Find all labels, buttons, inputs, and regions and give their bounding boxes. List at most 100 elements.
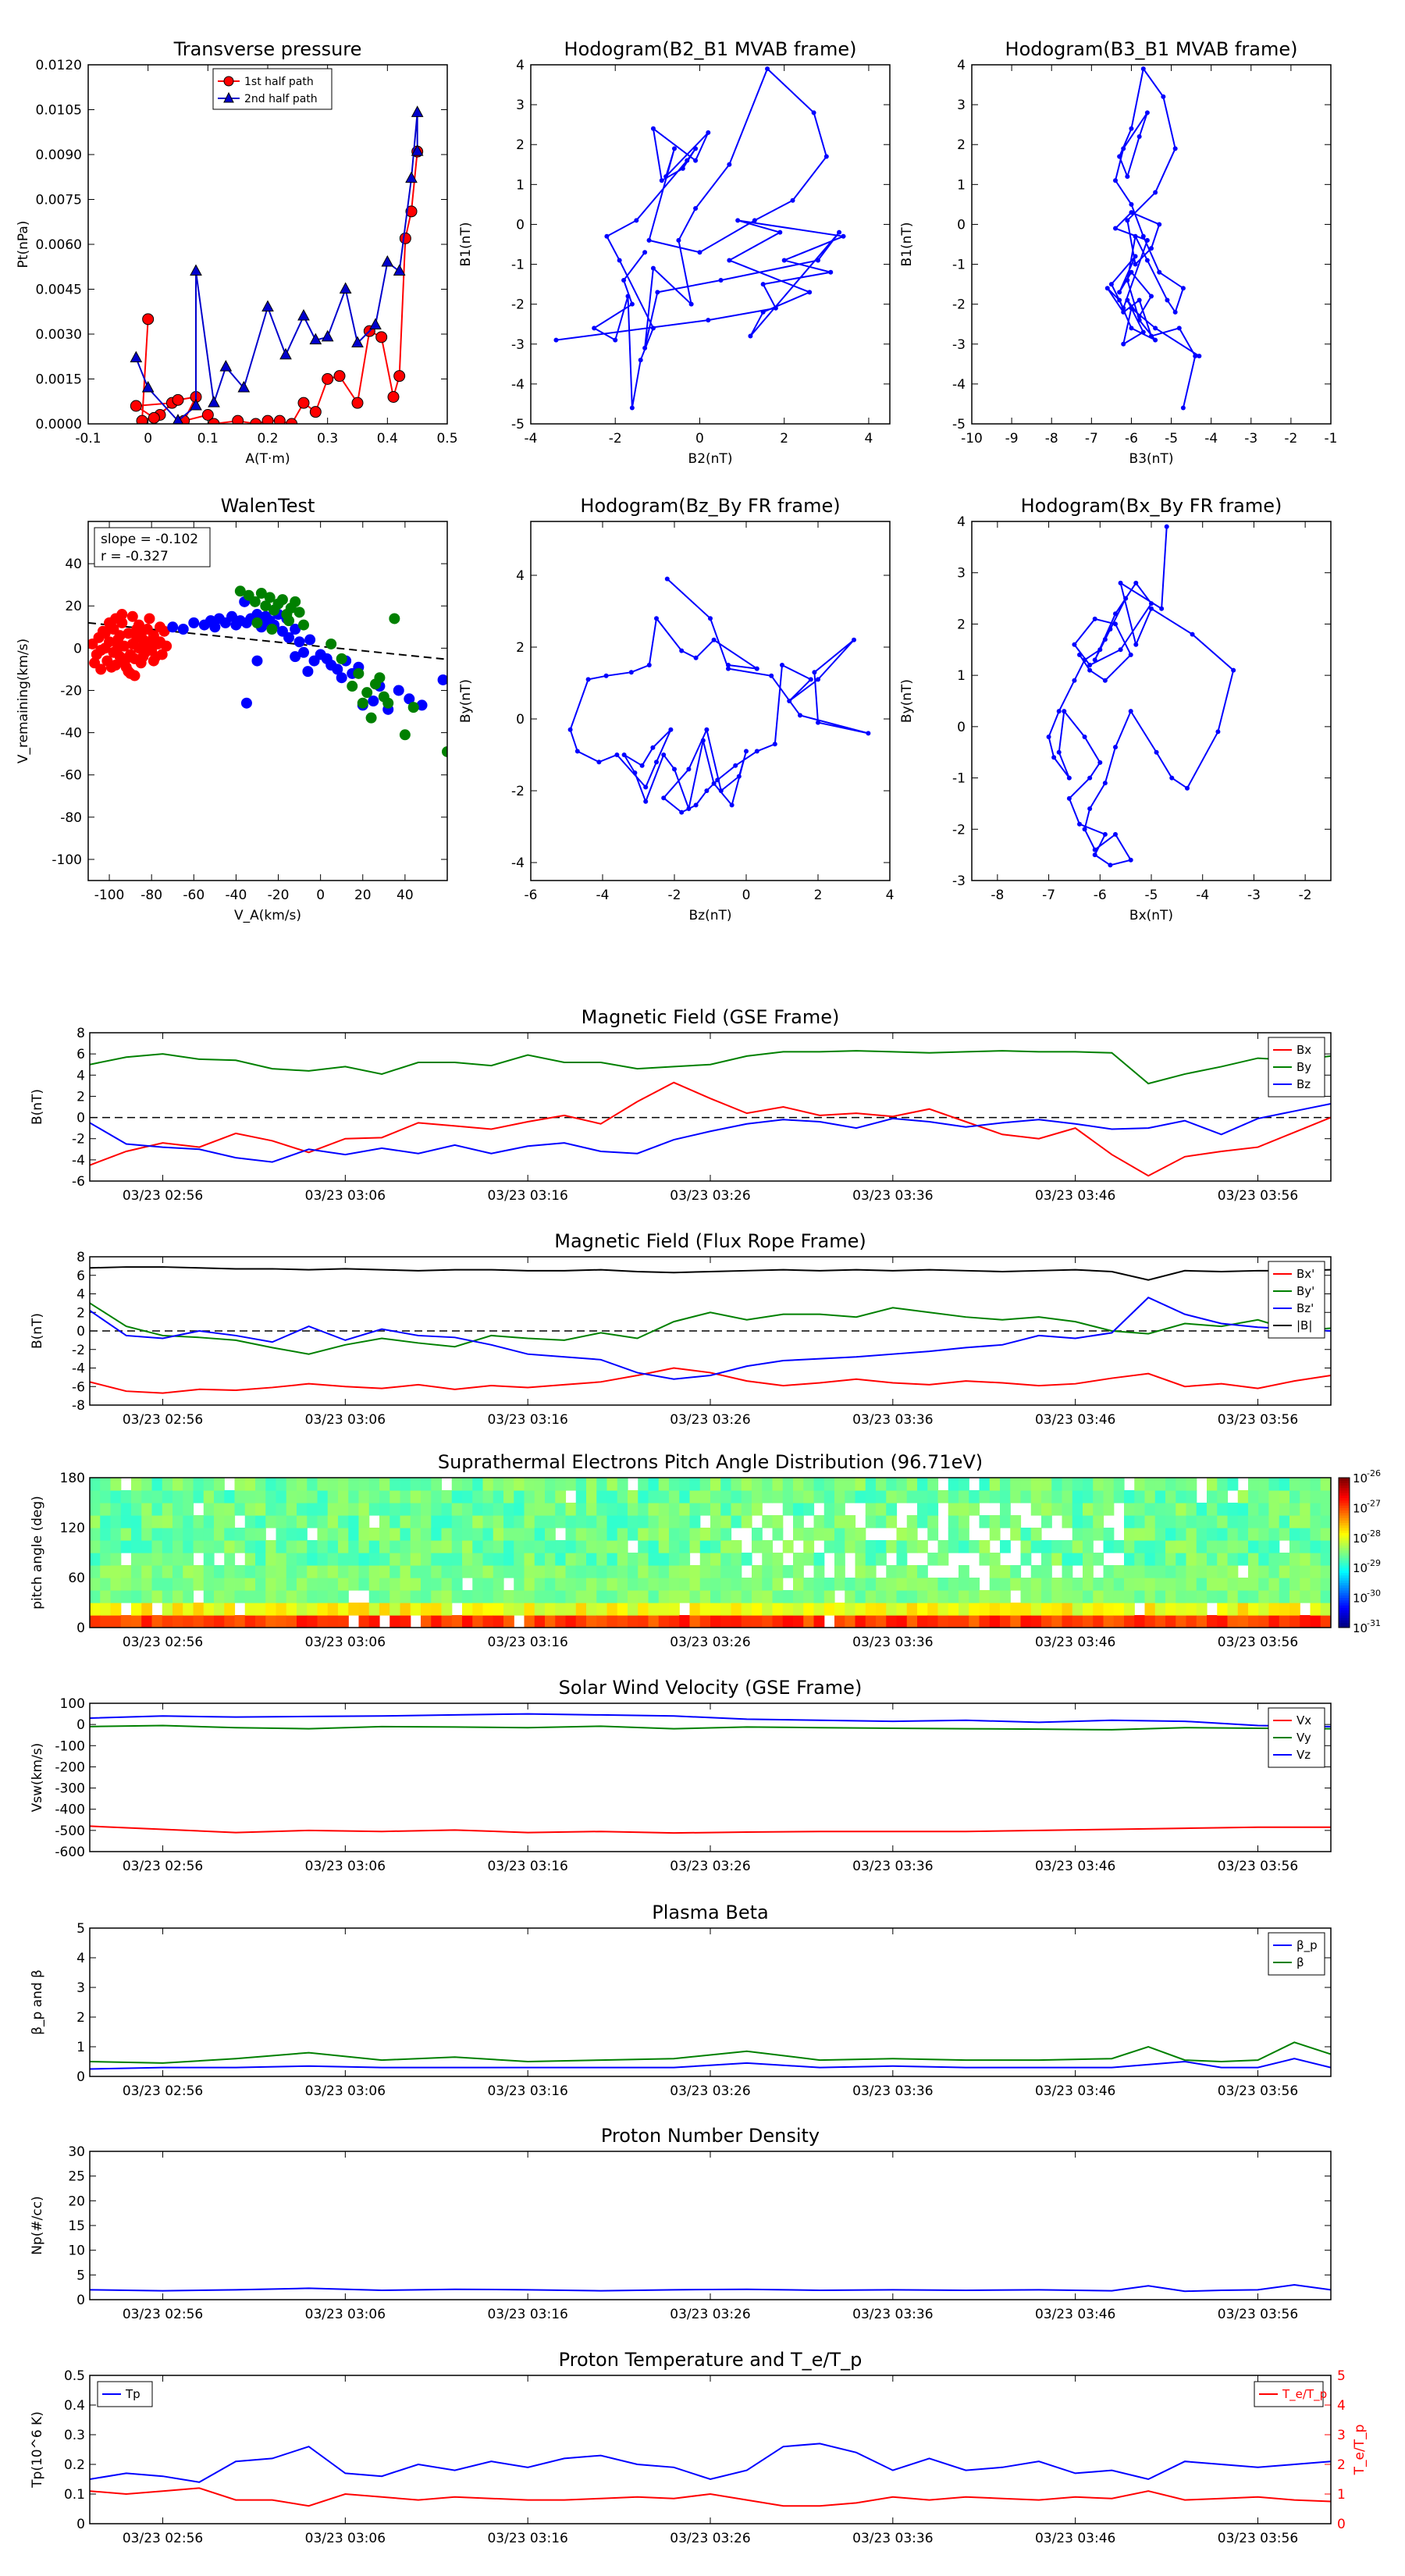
data-point (726, 663, 731, 667)
data-point (727, 258, 732, 263)
y-right-tick-label: 3 (1337, 2428, 1346, 2443)
heatmap-cell (297, 1528, 308, 1541)
heatmap-cell (183, 1490, 194, 1503)
heatmap-cell (493, 1515, 504, 1528)
heatmap-cell (772, 1603, 784, 1616)
x-tick-label: 03/23 02:56 (123, 1635, 203, 1650)
x-tick-label: 03/23 02:56 (123, 1859, 203, 1874)
heatmap-cell (307, 1603, 318, 1616)
heatmap-cell (234, 1490, 246, 1503)
heatmap-cell (297, 1503, 308, 1516)
heatmap-cell (183, 1615, 194, 1628)
heatmap-cell (679, 1578, 691, 1591)
heatmap-cell (183, 1515, 194, 1528)
colorbar-segment (1339, 1547, 1350, 1551)
annotation-text: r = -0.327 (101, 549, 169, 564)
heatmap-cell (1134, 1503, 1146, 1516)
heatmap-cell (823, 1503, 835, 1516)
data-point (700, 738, 706, 743)
heatmap-cell (141, 1528, 153, 1541)
heatmap-cell (752, 1578, 763, 1591)
heatmap-cell (90, 1540, 101, 1553)
heatmap-cell (731, 1553, 742, 1566)
heatmap-cell (1093, 1490, 1104, 1503)
data-point (240, 697, 252, 709)
heatmap-cell (1010, 1578, 1022, 1591)
colorbar-segment (1339, 1605, 1350, 1608)
heatmap-cell (1186, 1603, 1197, 1616)
heatmap-cell (1020, 1490, 1032, 1503)
data-point (816, 720, 820, 725)
heatmap-cell (90, 1603, 101, 1616)
heatmap-cell (845, 1490, 856, 1503)
heatmap-cell (234, 1478, 246, 1491)
data-point (706, 130, 711, 135)
heatmap-cell (855, 1553, 866, 1566)
colorbar-segment (1339, 1578, 1350, 1581)
heatmap-cell (255, 1590, 266, 1603)
heatmap-cell (658, 1540, 670, 1553)
heatmap-cell (596, 1490, 608, 1503)
hodogram-bx-by-frame (971, 521, 1332, 881)
heatmap-cell (451, 1528, 463, 1541)
y-axis-label: Vsw(km/s) (30, 1743, 45, 1813)
heatmap-cell (1310, 1565, 1321, 1578)
colorbar-segment (1339, 1482, 1350, 1486)
heatmap-cell (1289, 1565, 1300, 1578)
heatmap-cell (638, 1590, 649, 1603)
heatmap-cell (669, 1503, 680, 1516)
heatmap-cell (1000, 1615, 1011, 1628)
x-tick-label: -100 (94, 888, 125, 903)
heatmap-cell (1237, 1503, 1249, 1516)
data-point (1087, 806, 1093, 811)
heatmap-cell (151, 1565, 163, 1578)
data-point (298, 619, 309, 631)
heatmap-cell (1093, 1503, 1104, 1516)
heatmap-cell (669, 1515, 680, 1528)
heatmap-cell (628, 1603, 638, 1616)
heatmap-cell (689, 1540, 701, 1553)
heatmap-cell (1268, 1490, 1280, 1503)
heatmap-cell (1103, 1540, 1115, 1553)
heatmap-cell (368, 1553, 380, 1566)
heatmap-cell (752, 1478, 763, 1491)
heatmap-cell (1258, 1503, 1270, 1516)
heatmap-cell (596, 1478, 608, 1491)
heatmap-cell (699, 1528, 711, 1541)
heatmap-cell (896, 1553, 908, 1566)
heatmap-cell (183, 1503, 194, 1516)
heatmap-cell (906, 1515, 918, 1528)
heatmap-cell (472, 1528, 484, 1541)
heatmap-cell (1196, 1553, 1208, 1566)
y-tick-label: 10 (68, 2243, 85, 2259)
heatmap-cell (803, 1478, 815, 1491)
heatmap-cell (959, 1565, 969, 1578)
heatmap-cell (699, 1490, 711, 1503)
data-point (1133, 262, 1138, 267)
heatmap-cell (410, 1503, 422, 1516)
heatmap-cell (224, 1503, 236, 1516)
heatmap-cell (710, 1590, 721, 1603)
heatmap-cell (286, 1603, 297, 1616)
transverse-pressure-plot-area (130, 105, 424, 424)
series-line (90, 1367, 1331, 1394)
heatmap-cell (1268, 1553, 1280, 1566)
heatmap-cell (989, 1528, 1001, 1541)
heatmap-cell (1176, 1528, 1187, 1541)
heatmap-cell (203, 1528, 215, 1541)
data-point (1125, 297, 1130, 303)
data-point (1215, 729, 1221, 735)
data-point (585, 677, 591, 682)
heatmap-cell (1000, 1603, 1011, 1616)
heatmap-cell (265, 1515, 277, 1528)
colorbar-segment (1339, 1624, 1350, 1628)
heatmap-cell (1320, 1590, 1331, 1603)
heatmap-cell (462, 1503, 473, 1516)
heatmap-cell (886, 1603, 898, 1616)
heatmap-cell (876, 1553, 887, 1566)
heatmap-cell (1124, 1540, 1135, 1553)
heatmap-cell (224, 1553, 236, 1566)
heatmap-cell (327, 1578, 339, 1591)
heatmap-cell (793, 1553, 804, 1566)
y-tick-label: 1 (957, 177, 966, 193)
